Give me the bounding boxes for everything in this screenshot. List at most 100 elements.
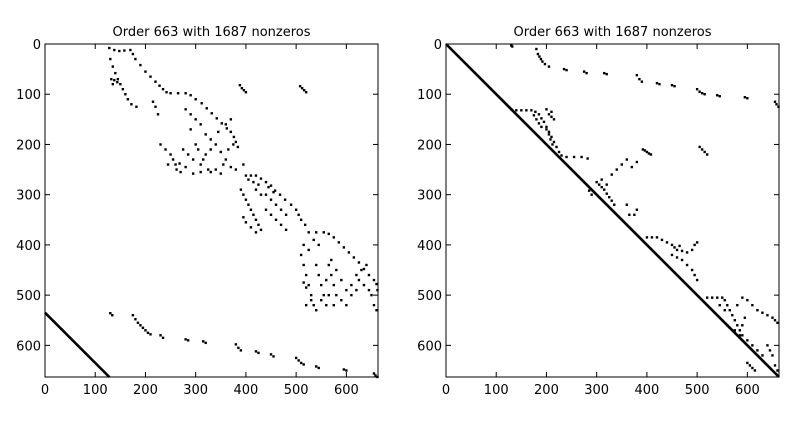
nonzero-marker bbox=[257, 183, 260, 186]
nonzero-marker bbox=[530, 109, 533, 112]
nonzero-marker bbox=[186, 339, 190, 342]
nonzero-marker bbox=[317, 366, 320, 370]
nonzero-marker bbox=[269, 184, 273, 187]
nonzero-marker bbox=[610, 173, 613, 176]
nonzero-marker bbox=[743, 316, 747, 319]
nonzero-marker bbox=[307, 248, 310, 252]
y-tick-label: 600 bbox=[417, 339, 442, 354]
nonzero-marker bbox=[238, 83, 242, 87]
nonzero-marker bbox=[630, 165, 634, 169]
nonzero-marker bbox=[716, 94, 719, 97]
nonzero-marker bbox=[237, 346, 240, 350]
nonzero-marker bbox=[244, 91, 248, 94]
nonzero-marker bbox=[209, 148, 212, 151]
nonzero-marker bbox=[547, 130, 551, 134]
nonzero-marker bbox=[247, 203, 250, 206]
nonzero-marker bbox=[234, 168, 238, 171]
nonzero-marker bbox=[222, 163, 225, 166]
nonzero-marker bbox=[582, 70, 586, 73]
nonzero-marker bbox=[536, 52, 540, 56]
nonzero-marker bbox=[111, 314, 114, 317]
nonzero-marker bbox=[337, 241, 341, 244]
nonzero-marker bbox=[547, 113, 551, 116]
nonzero-marker bbox=[650, 236, 654, 239]
nonzero-marker bbox=[670, 253, 674, 257]
nonzero-marker bbox=[705, 296, 709, 299]
nonzero-marker bbox=[547, 65, 551, 68]
nonzero-marker bbox=[257, 223, 260, 227]
nonzero-marker bbox=[227, 148, 230, 151]
y-tick-label: 200 bbox=[417, 138, 442, 153]
nonzero-marker bbox=[108, 46, 111, 50]
nonzero-marker bbox=[210, 112, 213, 115]
nonzero-marker bbox=[234, 343, 238, 346]
nonzero-marker bbox=[718, 95, 721, 98]
nonzero-marker bbox=[372, 303, 376, 307]
y-tick-label: 400 bbox=[16, 239, 41, 254]
nonzero-marker bbox=[179, 170, 182, 174]
nonzero-marker bbox=[242, 163, 245, 166]
nonzero-marker bbox=[309, 293, 313, 297]
nonzero-marker bbox=[149, 333, 152, 336]
nonzero-marker bbox=[234, 140, 238, 144]
nonzero-marker bbox=[733, 329, 737, 332]
nonzero-marker bbox=[670, 83, 674, 87]
nonzero-marker bbox=[587, 189, 591, 192]
nonzero-marker bbox=[158, 84, 161, 87]
nonzero-marker bbox=[194, 143, 197, 146]
nonzero-marker bbox=[254, 231, 258, 234]
nonzero-marker bbox=[360, 268, 363, 272]
nonzero-marker bbox=[726, 303, 729, 307]
nonzero-marker bbox=[131, 52, 135, 56]
nonzero-marker bbox=[350, 293, 353, 297]
nonzero-marker bbox=[540, 125, 543, 129]
nonzero-marker bbox=[723, 308, 726, 312]
nonzero-marker bbox=[335, 293, 338, 297]
nonzero-marker bbox=[600, 178, 603, 181]
nonzero-marker bbox=[267, 185, 270, 189]
nonzero-marker bbox=[130, 103, 133, 106]
nonzero-marker bbox=[555, 145, 558, 149]
nonzero-marker bbox=[244, 174, 248, 177]
x-tick-label: 600 bbox=[735, 383, 760, 398]
nonzero-marker bbox=[315, 308, 318, 312]
nonzero-marker bbox=[635, 160, 639, 164]
nonzero-marker bbox=[139, 324, 142, 327]
nonzero-marker bbox=[680, 249, 684, 253]
nonzero-marker bbox=[278, 193, 282, 196]
nonzero-marker bbox=[733, 319, 737, 322]
nonzero-marker bbox=[204, 153, 207, 156]
nonzero-marker bbox=[129, 48, 132, 52]
nonzero-marker bbox=[695, 278, 699, 282]
nonzero-marker bbox=[658, 82, 661, 86]
nonzero-marker bbox=[224, 123, 228, 126]
nonzero-marker bbox=[304, 91, 308, 94]
nonzero-marker bbox=[254, 350, 258, 353]
nonzero-marker bbox=[340, 298, 343, 302]
nonzero-marker bbox=[638, 77, 641, 81]
nonzero-marker bbox=[766, 344, 769, 347]
nonzero-marker bbox=[330, 258, 333, 262]
nonzero-marker bbox=[773, 100, 777, 103]
nonzero-marker bbox=[259, 177, 263, 180]
nonzero-marker bbox=[773, 364, 777, 367]
nonzero-marker bbox=[710, 296, 714, 299]
nonzero-marker bbox=[777, 105, 780, 108]
nonzero-marker bbox=[738, 329, 742, 332]
y-tick-label: 100 bbox=[16, 88, 41, 103]
nonzero-marker bbox=[357, 261, 361, 264]
nonzero-marker bbox=[184, 92, 187, 95]
nonzero-marker bbox=[751, 344, 754, 347]
nonzero-marker bbox=[335, 268, 338, 272]
nonzero-marker bbox=[164, 148, 167, 151]
nonzero-marker bbox=[325, 303, 328, 307]
nonzero-marker bbox=[269, 353, 273, 356]
nonzero-marker bbox=[312, 238, 315, 242]
nonzero-marker bbox=[345, 288, 348, 292]
nonzero-marker bbox=[635, 208, 639, 211]
nonzero-marker bbox=[372, 278, 376, 282]
nonzero-marker bbox=[229, 165, 233, 169]
nonzero-marker bbox=[345, 303, 348, 307]
nonzero-marker bbox=[550, 135, 553, 139]
nonzero-marker bbox=[322, 293, 325, 297]
